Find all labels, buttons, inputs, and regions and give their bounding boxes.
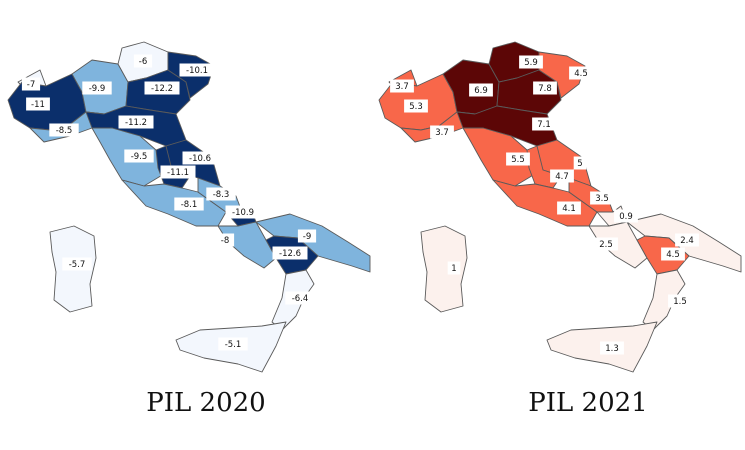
value-label-box-molise (614, 209, 638, 223)
value-label-box-molise (225, 205, 261, 219)
map-2020: -7-11-9.9-6-12.2-10.1-8.5-11.2-9.5 -10.6-… (7, 41, 371, 373)
value-label-toscana: -9.5 (131, 152, 148, 162)
value-label-box-lazio (557, 201, 581, 215)
value-label-box-abruzzo (206, 187, 236, 201)
value-label-box-toscana (124, 149, 154, 163)
value-label-box-emilia-romagna (532, 117, 556, 131)
value-label-box-sicilia (218, 337, 248, 351)
value-label-piemonte: -11 (31, 100, 45, 110)
value-label-box-calabria (285, 291, 315, 305)
value-label-box-piemonte (404, 99, 428, 113)
value-label-trentino-alto-adige: 5.9 (524, 58, 538, 68)
value-label-calabria: -6.4 (292, 294, 309, 304)
value-label-box-basilicata (661, 247, 685, 261)
value-label-box-piemonte (26, 97, 50, 111)
value-label-box-marche (573, 156, 587, 170)
value-label-molise: -10.9 (232, 208, 254, 218)
value-label-box-veneto (533, 81, 557, 95)
value-label-liguria: -8.5 (56, 126, 73, 136)
value-label-box-veneto (144, 81, 180, 95)
value-label-campania: 2.5 (599, 240, 613, 250)
region-toscana (462, 127, 536, 187)
value-label-box-marche (182, 151, 218, 165)
value-label-box-toscana (506, 152, 530, 166)
value-label-box-calabria (668, 294, 692, 308)
value-label-box-puglia (297, 229, 317, 243)
value-label-puglia: 2.4 (680, 236, 694, 246)
value-label-valle-d-aosta: -7 (27, 80, 35, 90)
map-title-2020: PIL 2020 (146, 388, 266, 418)
region-calabria (642, 269, 686, 331)
value-label-valle-d-aosta: 3.7 (395, 82, 409, 92)
value-label-box-emilia-romagna (118, 115, 154, 129)
value-label-friuli-venezia-giulia: 4.5 (574, 69, 588, 79)
map-title-2021: PIL 2021 (528, 388, 648, 418)
value-label-box-lombardia (82, 81, 112, 95)
value-label-lazio: -8.1 (181, 200, 198, 210)
value-label-box-friuli-venezia-giulia (569, 66, 593, 80)
value-label-box-liguria (49, 123, 79, 137)
value-label-abruzzo: -8.3 (213, 190, 230, 200)
value-label-box-liguria (430, 125, 454, 139)
value-label-box-sardegna (62, 257, 92, 271)
value-label-veneto: -12.2 (151, 84, 173, 94)
value-label-box-umbria (550, 169, 574, 183)
value-label-puglia: -9 (303, 232, 311, 242)
value-label-emilia-romagna: -11.2 (125, 118, 147, 128)
value-label-umbria: -11.1 (167, 168, 189, 178)
value-label-box-lazio (174, 197, 204, 211)
value-label-lombardia: -9.9 (89, 84, 106, 94)
value-label-box-trentino-alto-adige (133, 54, 153, 68)
map-2021: 3.75.36.95.97.84.53.77.15.5 54.74.13.50.9… (378, 41, 742, 373)
value-label-veneto: 7.8 (538, 84, 552, 94)
value-label-marche: 5 (577, 159, 582, 169)
value-label-box-sardegna (447, 261, 461, 275)
value-label-box-umbria (160, 165, 196, 179)
value-label-liguria: 3.7 (435, 128, 449, 138)
region-friuli-venezia-giulia (538, 51, 586, 99)
value-label-box-lombardia (469, 83, 493, 97)
value-label-calabria: 1.5 (673, 297, 687, 307)
value-label-box-puglia (675, 233, 699, 247)
value-label-molise: 0.9 (619, 212, 633, 222)
value-label-sardegna: -5.7 (69, 260, 86, 270)
region-sardegna (420, 225, 468, 313)
value-label-toscana: 5.5 (511, 155, 525, 165)
value-label-campania: -8 (221, 236, 229, 246)
value-label-trentino-alto-adige: -6 (139, 57, 147, 67)
value-label-box-valle-d-aosta (390, 79, 414, 93)
value-label-box-basilicata (272, 246, 308, 260)
value-label-sicilia: 1.3 (605, 344, 619, 354)
value-label-box-campania (594, 237, 618, 251)
value-label-piemonte: 5.3 (409, 102, 423, 112)
value-label-box-campania (215, 233, 235, 247)
value-label-friuli-venezia-giulia: -10.1 (186, 66, 208, 76)
value-label-box-abruzzo (590, 191, 614, 205)
value-label-lazio: 4.1 (562, 204, 576, 214)
value-label-emilia-romagna: 7.1 (537, 120, 551, 130)
value-label-umbria: 4.7 (555, 172, 569, 182)
value-label-abruzzo: 3.5 (595, 194, 609, 204)
value-label-box-sicilia (600, 341, 624, 355)
value-label-box-valle-d-aosta (21, 77, 41, 91)
value-label-sicilia: -5.1 (225, 340, 242, 350)
value-label-marche: -10.6 (189, 154, 211, 164)
value-label-basilicata: -12.6 (279, 249, 301, 259)
value-label-box-friuli-venezia-giulia (179, 63, 215, 77)
value-label-basilicata: 4.5 (666, 250, 680, 260)
value-label-lombardia: 6.9 (474, 86, 488, 96)
value-label-box-trentino-alto-adige (519, 55, 543, 69)
value-label-sardegna: 1 (451, 264, 456, 274)
